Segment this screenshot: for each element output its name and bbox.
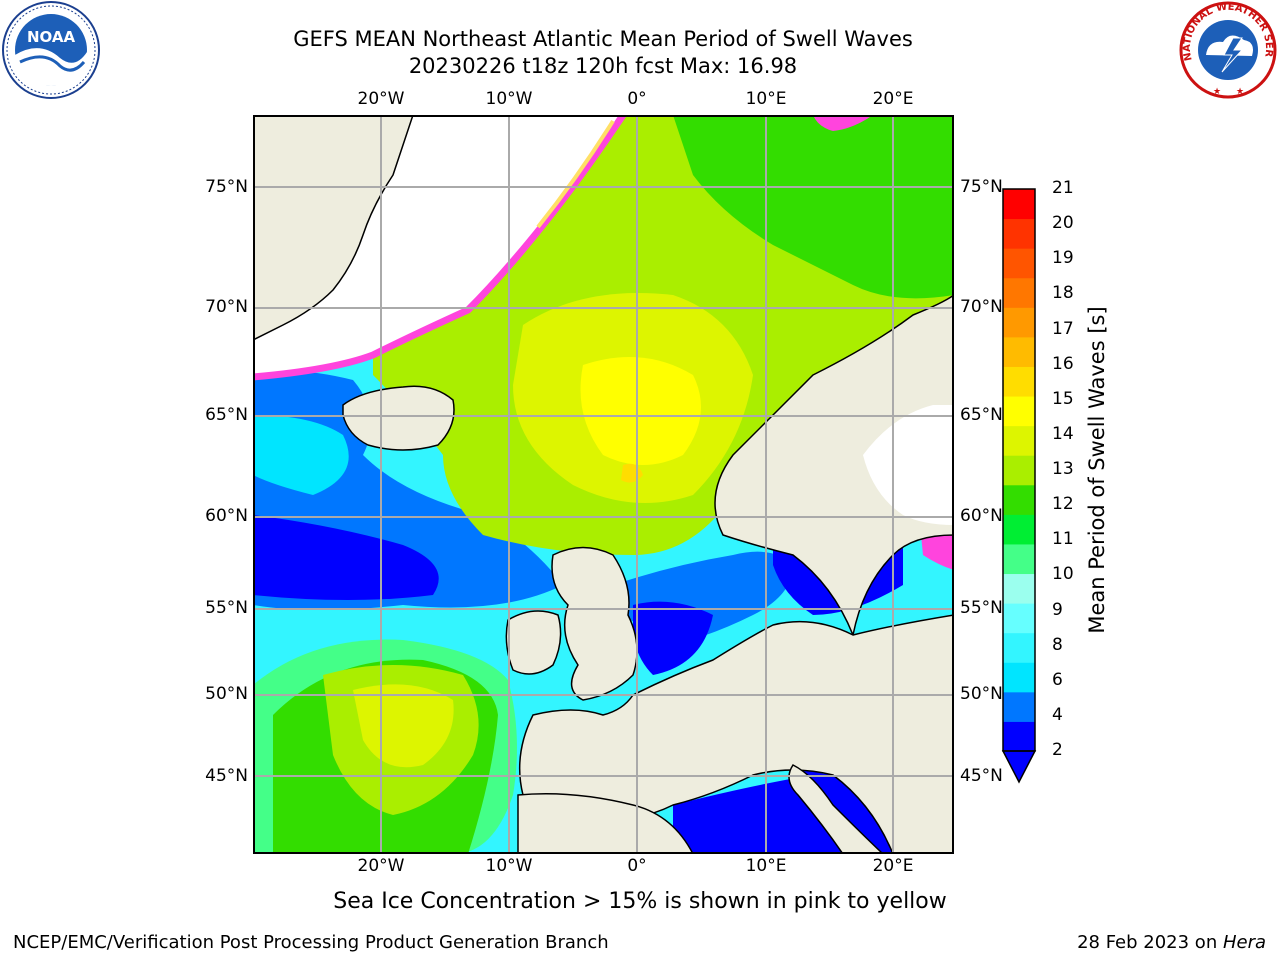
colorbar-segment [1003, 336, 1035, 367]
chart-title: GEFS MEAN Northeast Atlantic Mean Period… [293, 27, 913, 51]
swell-region-north-core [580, 357, 701, 465]
swell-region-west-cyan [253, 415, 349, 495]
colorbar-segment [1003, 691, 1035, 722]
lon-label-top-20w: 20°W [357, 89, 405, 109]
colorbar [1001, 188, 1037, 784]
lat-label-left-60n: 60°N [205, 506, 248, 526]
colorbar-tick-label: 2 [1052, 740, 1063, 760]
graticule [253, 115, 954, 854]
noaa-logo: NOAA [2, 1, 100, 99]
colorbar-tick-label: 16 [1052, 353, 1074, 374]
lat-label-right-50n: 50°N [960, 684, 1003, 704]
noaa-logo-text: NOAA [27, 28, 76, 46]
land-greenland [253, 115, 414, 341]
lon-label-bottom-20w: 20°W [357, 856, 405, 876]
footer-date-host: 28 Feb 2023 on Hera [1077, 932, 1266, 953]
colorbar-tick-label: 11 [1052, 529, 1074, 550]
colorbar-segment [1003, 307, 1035, 338]
ice-region-svalbard [813, 115, 873, 131]
colorbar-tick-label: 21 [1052, 178, 1074, 198]
colorbar-tick-label: 4 [1052, 704, 1063, 725]
colorbar-tick-label: 6 [1052, 669, 1063, 690]
lat-label-left-75n: 75°N [205, 177, 248, 197]
chart-subtitle: 20230226 t18z 120h fcst Max: 16.98 [408, 54, 798, 78]
colorbar-tick-label: 18 [1052, 283, 1074, 304]
colorbar-tick-label: 13 [1052, 459, 1074, 479]
colorbar-tick-label: 12 [1052, 494, 1074, 515]
colorbar-segment [1003, 662, 1035, 693]
colorbar-tick-label: 15 [1052, 388, 1074, 409]
colorbar-segment [1003, 573, 1035, 604]
colorbar-frame [1002, 188, 1036, 752]
colorbar-label: Mean Period of Swell Waves [s] [1085, 306, 1109, 634]
land-great-britain [551, 546, 638, 701]
lat-label-left-50n: 50°N [205, 684, 248, 704]
lat-label-right-45n: 45°N [960, 766, 1003, 786]
svg-text:★: ★ [1213, 87, 1221, 97]
lat-label-right-70n: 70°N [960, 297, 1003, 317]
footer-host: Hera [1222, 932, 1266, 953]
lat-label-right-75n: 75°N [960, 177, 1003, 197]
colorbar-segment [1003, 514, 1035, 545]
swell-region-sw-yellow [353, 684, 454, 768]
sea-ice-note: Sea Ice Concentration > 15% is shown in … [333, 889, 947, 914]
colorbar-tick-label: 19 [1052, 248, 1074, 269]
lon-label-bottom-10w: 10°W [485, 856, 533, 876]
lon-label-bottom-10e: 10°E [745, 856, 787, 876]
colorbar-segment [1003, 721, 1035, 752]
lat-label-left-45n: 45°N [205, 766, 248, 786]
colorbar-segment [1003, 455, 1035, 486]
colorbar-segment [1003, 189, 1035, 220]
lon-label-top-10w: 10°W [485, 89, 533, 109]
colorbar-tick-label: 14 [1052, 423, 1074, 444]
footer-organization: NCEP/EMC/Verification Post Processing Pr… [13, 932, 609, 953]
lon-label-top-10e: 10°E [745, 89, 787, 109]
ice-edge-yellow [536, 119, 615, 229]
colorbar-segment [1003, 248, 1035, 279]
ice-edge-pink [253, 115, 626, 381]
swell-region-english-channel [633, 601, 713, 675]
lat-label-left-65n: 65°N [205, 405, 248, 425]
svg-text:★: ★ [1236, 87, 1244, 97]
map-frame [253, 115, 954, 854]
land-iberia [517, 793, 694, 854]
colorbar-segment [1003, 603, 1035, 634]
land-scandinavia [714, 294, 954, 638]
colorbar-tick-label: 20 [1052, 213, 1074, 234]
lon-label-top-0: 0° [627, 89, 647, 109]
swell-region-north-green [673, 115, 954, 299]
land-finland-lakes [863, 405, 954, 525]
lat-label-right-65n: 65°N [960, 405, 1003, 425]
map-panel [253, 115, 954, 854]
lat-label-right-60n: 60°N [960, 506, 1003, 526]
swell-region-west-deepblue [253, 515, 439, 600]
colorbar-tick-label: 8 [1052, 634, 1063, 655]
colorbar-tick-label: 17 [1052, 318, 1074, 339]
colorbar-extend-arrow [1001, 750, 1037, 784]
lon-label-top-20e: 20°E [872, 89, 914, 109]
colorbar-segment [1003, 366, 1035, 397]
lat-label-left-70n: 70°N [205, 297, 248, 317]
colorbar-segment [1003, 396, 1035, 427]
land-continent [518, 614, 954, 854]
nws-logo: NATIONAL WEATHER SERVICE ★ ★ [1178, 0, 1277, 99]
colorbar-tick-label: 10 [1052, 564, 1074, 585]
colorbar-segment [1003, 425, 1035, 456]
lon-label-bottom-20e: 20°E [872, 856, 914, 876]
colorbar-segment [1003, 484, 1035, 515]
lat-label-right-55n: 55°N [960, 598, 1003, 618]
colorbar-segment [1003, 632, 1035, 663]
colorbar-tick-label: 9 [1052, 599, 1063, 620]
colorbar-segment [1003, 543, 1035, 575]
footer-date: 28 Feb 2023 on [1077, 932, 1223, 953]
colorbar-segment [1003, 218, 1035, 249]
land-italy [788, 764, 885, 854]
colorbar-segment [1003, 277, 1035, 308]
lat-label-left-55n: 55°N [205, 598, 248, 618]
land-iceland [342, 385, 455, 451]
land-ireland [505, 610, 562, 675]
lon-label-bottom-0: 0° [627, 856, 647, 876]
